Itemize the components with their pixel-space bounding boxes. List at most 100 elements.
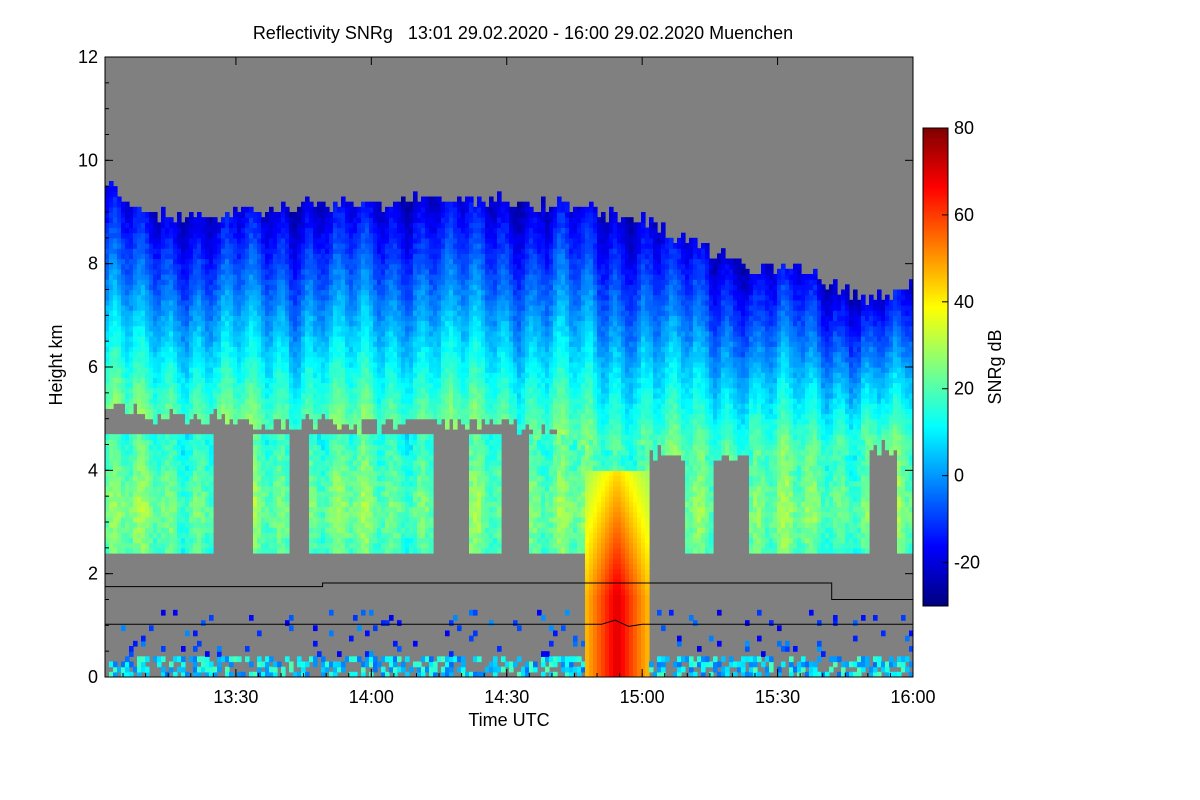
- heat-cell: [385, 449, 390, 456]
- heat-cell: [149, 237, 154, 244]
- heat-cell: [321, 315, 326, 322]
- heat-cell: [141, 346, 146, 353]
- heat-cell: [313, 237, 318, 244]
- heat-cell: [141, 398, 146, 404]
- heat-cell: [149, 387, 154, 394]
- heat-cell: [353, 336, 358, 342]
- heat-cell: [229, 325, 234, 332]
- heat-cell: [197, 227, 202, 234]
- heat-cell: [421, 299, 426, 306]
- heat-cell: [345, 547, 350, 554]
- heat-cell: [121, 258, 126, 265]
- heat-cell: [149, 243, 154, 249]
- heat-cell: [341, 305, 346, 311]
- heat-cell: [329, 434, 334, 440]
- heat-cell: [217, 284, 222, 291]
- heat-cell: [233, 274, 238, 280]
- heat-cell: [289, 367, 294, 373]
- heat-cell: [245, 274, 250, 280]
- heat-cell: [193, 460, 198, 466]
- heat-cell: [417, 434, 422, 440]
- heat-cell: [385, 501, 390, 508]
- heat-cell: [149, 527, 154, 533]
- heat-cell: [209, 671, 214, 677]
- heat-cell: [241, 372, 246, 378]
- heat-cell: [421, 439, 426, 446]
- heat-cell: [337, 423, 342, 430]
- heat-cell: [229, 408, 234, 415]
- heat-cell: [413, 299, 418, 306]
- heat-cell: [269, 475, 274, 482]
- heat-cell: [341, 382, 346, 389]
- heat-cell: [113, 480, 118, 487]
- heat-cell: [345, 258, 350, 265]
- heat-cell: [133, 382, 138, 389]
- heat-cell: [345, 470, 350, 477]
- heat-cell: [105, 274, 110, 280]
- heat-cell: [417, 284, 422, 291]
- heat-cell: [381, 620, 386, 626]
- heat-cell: [273, 289, 278, 296]
- heat-cell: [273, 279, 278, 285]
- heat-cell: [277, 356, 282, 363]
- heat-cell: [265, 315, 270, 322]
- heat-cell: [121, 547, 126, 554]
- heat-cell: [333, 392, 338, 399]
- heat-cell: [357, 232, 362, 239]
- heat-cell: [361, 609, 366, 616]
- heat-cell: [333, 671, 338, 677]
- heat-cell: [201, 279, 206, 285]
- heat-cell: [301, 289, 306, 296]
- heat-cell: [129, 274, 134, 280]
- heat-cell: [417, 537, 422, 544]
- heat-cell: [337, 258, 342, 265]
- heat-cell: [197, 325, 202, 332]
- heat-cell: [117, 274, 122, 280]
- heat-cell: [289, 615, 294, 621]
- heat-cell: [157, 279, 162, 285]
- heat-cell: [225, 361, 230, 368]
- heat-cell: [201, 666, 206, 673]
- heat-cell: [313, 232, 318, 239]
- heat-cell: [125, 299, 130, 306]
- heat-cell: [357, 243, 362, 249]
- heat-cell: [253, 305, 258, 311]
- heat-cell: [265, 274, 270, 280]
- heat-cell: [165, 315, 170, 322]
- heat-cell: [105, 439, 110, 446]
- heat-cell: [405, 408, 410, 415]
- heat-cell: [197, 666, 202, 673]
- heat-cell: [381, 465, 386, 471]
- heat-cell: [145, 372, 150, 378]
- heat-cell: [269, 418, 274, 425]
- heat-cell: [197, 532, 202, 539]
- heat-cell: [153, 346, 158, 353]
- heat-cell: [165, 522, 170, 528]
- heat-cell: [273, 274, 278, 280]
- heat-cell: [249, 671, 254, 677]
- heat-cell: [161, 279, 166, 285]
- heat-cell: [113, 351, 118, 358]
- heat-cell: [333, 206, 338, 213]
- heat-cell: [265, 542, 270, 549]
- heat-cell: [197, 351, 202, 358]
- heat-cell: [193, 470, 198, 477]
- heat-cell: [285, 227, 290, 234]
- heat-cell: [181, 248, 186, 254]
- heat-cell: [417, 294, 422, 301]
- heat-cell: [129, 263, 134, 270]
- reflectivity-field: [105, 181, 913, 677]
- heat-cell: [121, 449, 126, 456]
- heat-cell: [381, 232, 386, 239]
- heat-cell: [253, 330, 258, 337]
- heat-cell: [173, 361, 178, 368]
- heat-cell: [337, 377, 342, 384]
- heat-cell: [193, 475, 198, 482]
- heat-cell: [369, 501, 374, 508]
- heat-cell: [385, 367, 390, 373]
- heat-cell: [405, 480, 410, 487]
- heat-cell: [413, 315, 418, 322]
- heat-cell: [209, 336, 214, 342]
- heat-cell: [185, 501, 190, 508]
- heat-cell: [285, 336, 290, 342]
